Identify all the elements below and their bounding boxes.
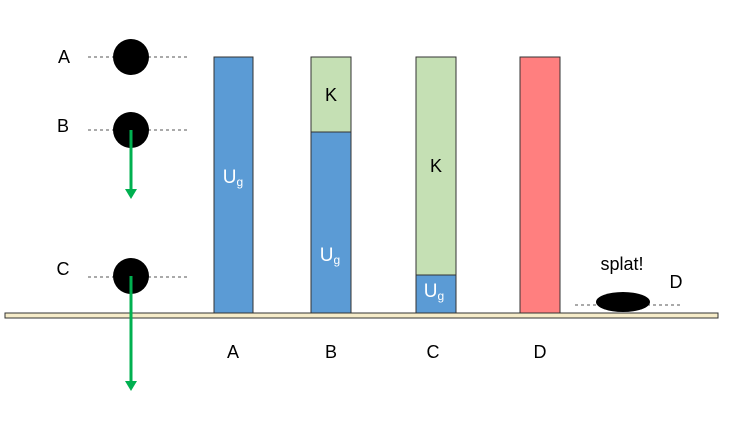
position-label: C xyxy=(57,259,70,279)
ground xyxy=(4,312,719,319)
ball xyxy=(113,39,149,75)
label-main: U xyxy=(424,281,438,302)
segment-label: K xyxy=(325,85,337,105)
position-label: B xyxy=(57,116,69,136)
label-sub: g xyxy=(334,253,341,267)
ug-bar xyxy=(415,274,457,314)
bar-label: C xyxy=(427,342,440,362)
label-sub: g xyxy=(237,175,244,189)
k-bar xyxy=(415,56,457,276)
ug-bar xyxy=(310,131,352,314)
ug-bar xyxy=(213,56,254,314)
bar-label: A xyxy=(227,342,239,362)
splat xyxy=(596,292,650,312)
position-label: D xyxy=(670,272,683,292)
arrow-head xyxy=(125,381,137,391)
arrow-head xyxy=(125,189,137,199)
segment-label: K xyxy=(430,156,442,176)
k-bar xyxy=(310,56,352,133)
position-label: A xyxy=(58,47,70,67)
splat-text: splat! xyxy=(600,254,643,274)
segment-label: Ug xyxy=(320,245,340,267)
label-sub: g xyxy=(438,289,445,303)
segment-label: Ug xyxy=(424,281,444,303)
label-main: U xyxy=(320,245,334,266)
label-main: U xyxy=(223,167,237,188)
segment-label: Ug xyxy=(223,167,243,189)
bar-label: B xyxy=(325,342,337,362)
thermal-bar xyxy=(519,56,561,314)
bar-label: D xyxy=(534,342,547,362)
